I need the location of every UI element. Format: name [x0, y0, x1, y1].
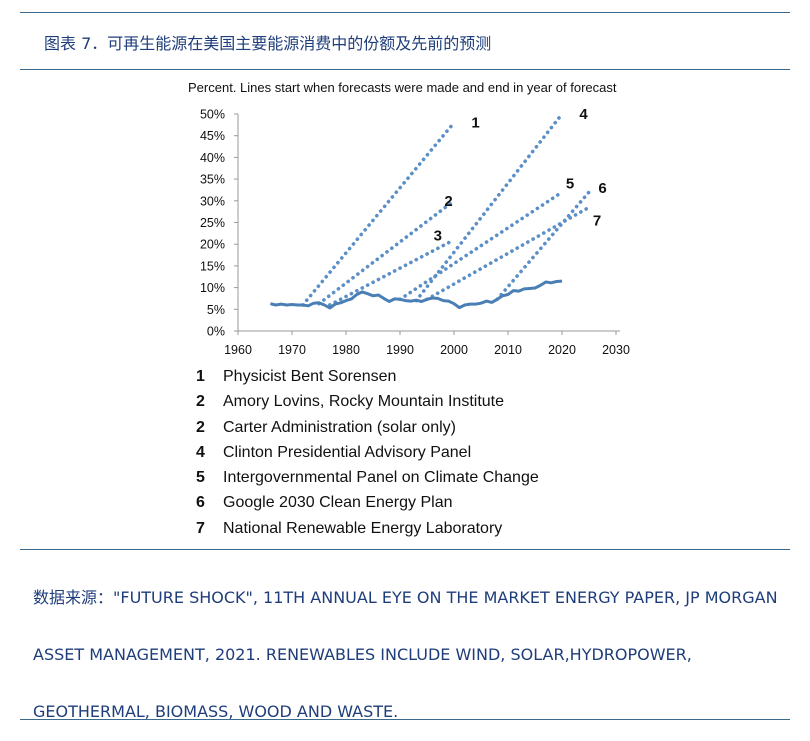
x-tick-labels: 1960 1970 1980 1990 2000 2010 2020 2030: [224, 343, 630, 357]
y-tick-label: 50%: [200, 108, 225, 122]
x-tick-label: 2020: [548, 343, 576, 357]
legend-number: 1: [196, 368, 205, 385]
actual-line: [270, 279, 563, 310]
legend-text: Intergovernmental Panel on Climate Chang…: [223, 469, 539, 487]
forecast-line-2: [317, 199, 456, 306]
y-tick-label: 10%: [200, 281, 225, 295]
legend-number: 2: [196, 418, 205, 436]
axes: [234, 113, 620, 335]
y-tick-label: 40%: [200, 151, 225, 165]
legend-number: 2: [196, 393, 205, 411]
y-tick-labels: 0% 5% 10% 15% 20% 25% 30% 35% 40% 45% 50%: [200, 108, 225, 339]
y-tick-label: 5%: [207, 303, 225, 317]
chart-subtitle: Percent. Lines start when forecasts were…: [188, 80, 617, 95]
legend-text: Google 2030 Clean Energy Plan: [223, 494, 453, 512]
y-tick-label: 25%: [200, 216, 225, 230]
actual-renewable-share-line: [270, 279, 563, 310]
legend-number: 5: [196, 469, 205, 487]
x-tick-label: 2010: [494, 343, 522, 357]
legend-text: National Renewable Energy Laboratory: [223, 519, 503, 537]
x-tick-label: 1990: [386, 343, 414, 357]
y-tick-label: 35%: [200, 173, 225, 187]
x-tick-label: 1960: [224, 343, 252, 357]
legend-number: 4: [196, 443, 205, 461]
annotation-label: 6: [598, 180, 606, 197]
legend-item: 1 Physicist Bent Sorensen: [196, 364, 539, 389]
legend-item: 4 Clinton Presidential Advisory Panel: [196, 440, 539, 465]
legend-number: 7: [196, 519, 205, 537]
x-tick-label: 1980: [332, 343, 360, 357]
source-note: 数据来源："FUTURE SHOCK", 11TH ANNUAL EYE ON …: [33, 588, 778, 721]
legend-item: 6 Google 2030 Clean Energy Plan: [196, 490, 539, 515]
forecast-lines: [300, 112, 591, 307]
annotation-label: 2: [444, 193, 452, 210]
annotation-label: 5: [566, 175, 574, 192]
x-tick-label: 2000: [440, 343, 468, 357]
y-tick-label: 0%: [207, 325, 225, 339]
forecast-line-3: [327, 238, 456, 307]
annotation-label: 4: [579, 106, 588, 123]
x-tick-label: 1970: [278, 343, 306, 357]
legend: 1 Physicist Bent Sorensen 2 Amory Lovins, R…: [196, 364, 539, 541]
legend-item: 7 National Renewable Energy Laboratory: [196, 516, 539, 541]
y-tick-label: 15%: [200, 259, 225, 273]
legend-item: 2 Carter Administration (solar only): [196, 415, 539, 440]
legend-text: Carter Administration (solar only): [223, 418, 456, 436]
x-tick-label: 2030: [602, 343, 630, 357]
legend-item: 2 Amory Lovins, Rocky Mountain Institute: [196, 389, 539, 414]
source-rule: [20, 549, 790, 550]
legend-text: Amory Lovins, Rocky Mountain Institute: [223, 393, 505, 411]
forecast-line-7: [425, 205, 591, 302]
y-tick-label: 20%: [200, 238, 225, 252]
legend-number: 6: [196, 494, 205, 512]
forecast-line-6: [495, 190, 591, 302]
figure-title: 图表 7．可再生能源在美国主要能源消费中的份额及先前的预测: [44, 34, 492, 53]
annotation-label: 7: [593, 212, 601, 229]
annotations: 1 2 3 4 5 6 7: [434, 106, 607, 245]
bottom-rule: [20, 719, 790, 720]
y-tick-label: 30%: [200, 194, 225, 208]
y-tick-label: 45%: [200, 129, 225, 143]
annotation-label: 3: [434, 228, 442, 245]
forecast-line-5: [398, 190, 564, 302]
legend-text: Clinton Presidential Advisory Panel: [223, 443, 472, 461]
top-rule: [20, 12, 790, 13]
title-rule: [20, 69, 790, 70]
annotation-label: 1: [471, 115, 479, 132]
legend-text: Physicist Bent Sorensen: [223, 368, 397, 385]
legend-item: 5 Intergovernmental Panel on Climate Chan…: [196, 465, 539, 490]
